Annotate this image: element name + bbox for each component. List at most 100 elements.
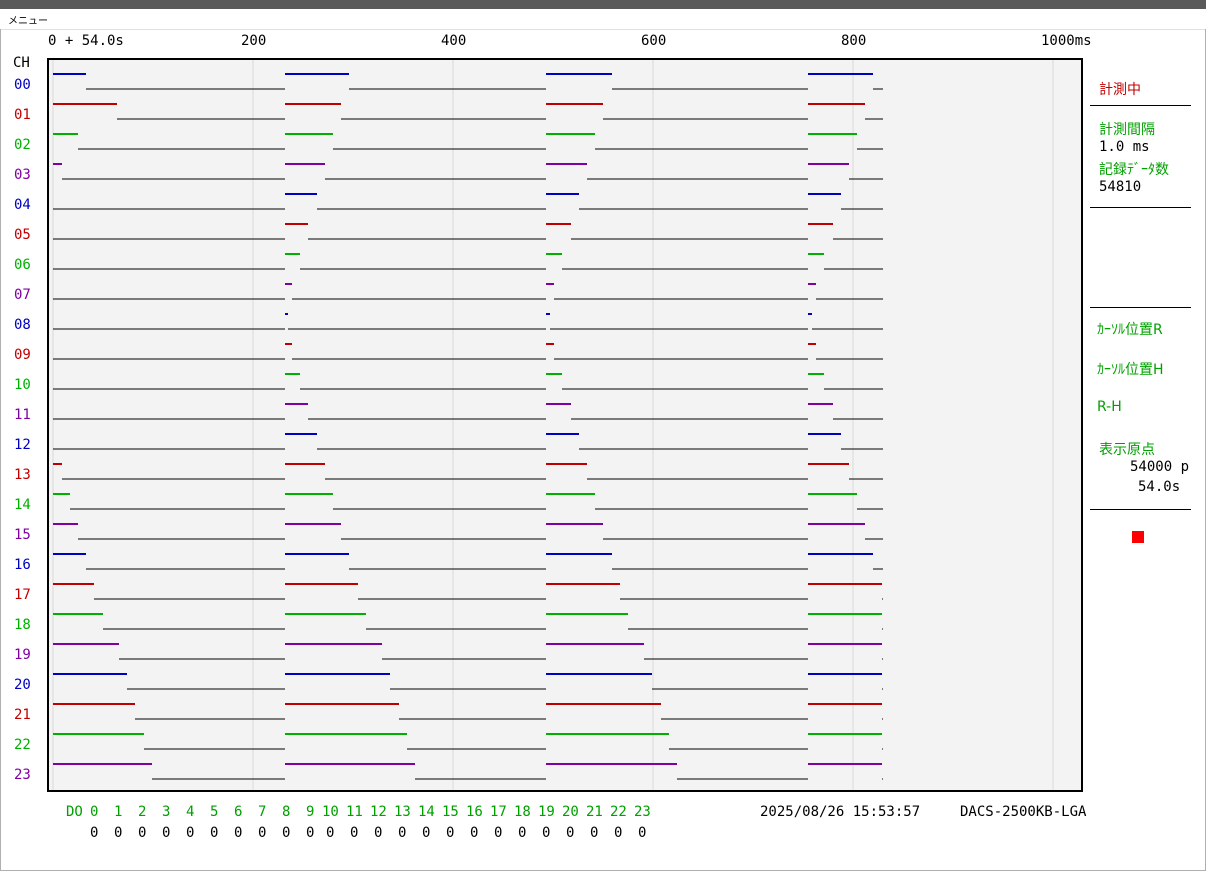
time-axis-tick-label: 200: [241, 33, 267, 49]
do-channel-label: 18: [514, 804, 531, 820]
do-channel-label: 20: [562, 804, 579, 820]
do-channel-label: 15: [442, 804, 459, 820]
do-channel-value: 0: [374, 825, 383, 841]
channel-label: 13: [14, 467, 31, 483]
cursor-r-label: ｶｰｿﾙ位置R: [1097, 322, 1163, 338]
menu-button[interactable]: メニュー: [8, 16, 48, 27]
do-channel-label: 0: [90, 804, 99, 820]
do-channel-label: 23: [634, 804, 651, 820]
waveform-canvas[interactable]: [49, 60, 1081, 790]
do-channel-value: 0: [114, 825, 123, 841]
status-panel: 計測中 計測間隔 1.0 ms 記録ﾃﾞｰﾀ数 54810 ｶｰｿﾙ位置R ｶｰ…: [1090, 58, 1200, 558]
do-channel-label: 1: [114, 804, 123, 820]
rh-label: R-H: [1097, 399, 1122, 415]
panel-divider: [1090, 207, 1191, 208]
do-channel-label: 12: [370, 804, 387, 820]
do-channel-label: 21: [586, 804, 603, 820]
digital-output-panel: DO 0 0 1 0 2 0 3 0 4 0 5 0 6 0 7 0 8 0 9 0 10 0 11 0 12 0 13 0 14 0 15…: [0, 804, 760, 844]
time-axis-tick-label: 600: [641, 33, 667, 49]
do-channel-label: 19: [538, 804, 555, 820]
channel-label: 22: [14, 737, 31, 753]
do-channel-label: 13: [394, 804, 411, 820]
channel-label: 14: [14, 497, 31, 513]
do-channel-label: 16: [466, 804, 483, 820]
measurement-status: 計測中: [1099, 82, 1141, 98]
panel-divider: [1090, 105, 1191, 106]
do-channel-label: 9: [306, 804, 315, 820]
display-origin-seconds: 54.0s: [1138, 479, 1181, 495]
time-axis-tick-label: 400: [441, 33, 467, 49]
channel-label: 16: [14, 557, 31, 573]
channel-label: 08: [14, 317, 31, 333]
do-channel-value: 0: [186, 825, 195, 841]
channel-label: 00: [14, 77, 31, 93]
do-channel-label: 14: [418, 804, 435, 820]
panel-divider: [1090, 509, 1191, 510]
time-axis-tick-label: 800: [841, 33, 867, 49]
do-channel-label: 4: [186, 804, 195, 820]
do-channel-label: 10: [322, 804, 339, 820]
channel-label: 20: [14, 677, 31, 693]
time-axis: 0 + 54.0s 200 400 600 800 1000ms: [0, 33, 1100, 53]
do-channel-value: 0: [638, 825, 647, 841]
do-channel-value: 0: [326, 825, 335, 841]
channel-label: 19: [14, 647, 31, 663]
display-origin-label: 表示原点: [1099, 442, 1155, 458]
channel-label: 21: [14, 707, 31, 723]
channel-label: 05: [14, 227, 31, 243]
menu-bar: メニュー: [0, 9, 1206, 30]
channel-label: 09: [14, 347, 31, 363]
record-count-value: 54810: [1099, 179, 1142, 195]
channel-label: 07: [14, 287, 31, 303]
channel-label: 11: [14, 407, 31, 423]
do-channel-label: 3: [162, 804, 171, 820]
datetime-readout: 2025/08/26 15:53:57: [760, 804, 921, 820]
do-channel-value: 0: [422, 825, 431, 841]
interval-label: 計測間隔: [1099, 122, 1155, 138]
channel-label: 03: [14, 167, 31, 183]
do-channel-value: 0: [90, 825, 99, 841]
do-channel-value: 0: [210, 825, 219, 841]
record-count-label: 記録ﾃﾞｰﾀ数: [1099, 162, 1169, 178]
interval-value: 1.0 ms: [1099, 139, 1150, 155]
do-channel-value: 0: [138, 825, 147, 841]
do-channel-value: 0: [566, 825, 575, 841]
channel-label: 04: [14, 197, 31, 213]
channel-label: 10: [14, 377, 31, 393]
do-channel-value: 0: [542, 825, 551, 841]
channel-label: 06: [14, 257, 31, 273]
do-channel-label: 7: [258, 804, 267, 820]
stop-icon[interactable]: [1132, 531, 1144, 543]
channel-column-header: CH: [13, 55, 30, 71]
do-channel-value: 0: [162, 825, 171, 841]
time-axis-origin-label: 0 + 54.0s: [48, 33, 124, 49]
do-channel-value: 0: [470, 825, 479, 841]
do-channel-value: 0: [234, 825, 243, 841]
do-channel-label: 17: [490, 804, 507, 820]
do-channel-label: 22: [610, 804, 627, 820]
channel-label: 02: [14, 137, 31, 153]
do-channel-label: 5: [210, 804, 219, 820]
device-model: DACS-2500KB-LGA: [960, 804, 1087, 820]
waveform-plot[interactable]: [47, 58, 1083, 792]
display-origin-points: 54000 p: [1130, 459, 1190, 475]
do-channel-value: 0: [398, 825, 407, 841]
channel-label: 01: [14, 107, 31, 123]
do-channel-value: 0: [590, 825, 599, 841]
do-channel-value: 0: [518, 825, 527, 841]
do-channel-value: 0: [282, 825, 291, 841]
cursor-h-label: ｶｰｿﾙ位置H: [1097, 362, 1164, 378]
do-channel-value: 0: [446, 825, 455, 841]
channel-label: 15: [14, 527, 31, 543]
channel-label: 17: [14, 587, 31, 603]
channel-label: 23: [14, 767, 31, 783]
do-channel-value: 0: [306, 825, 315, 841]
do-channel-label: 6: [234, 804, 243, 820]
do-channel-value: 0: [494, 825, 503, 841]
do-channel-label: 11: [346, 804, 363, 820]
do-channel-label: 8: [282, 804, 291, 820]
do-label: DO: [66, 804, 83, 820]
do-channel-label: 2: [138, 804, 147, 820]
time-axis-tick-label: 1000ms: [1041, 33, 1092, 49]
window-title-bar: [0, 0, 1206, 9]
